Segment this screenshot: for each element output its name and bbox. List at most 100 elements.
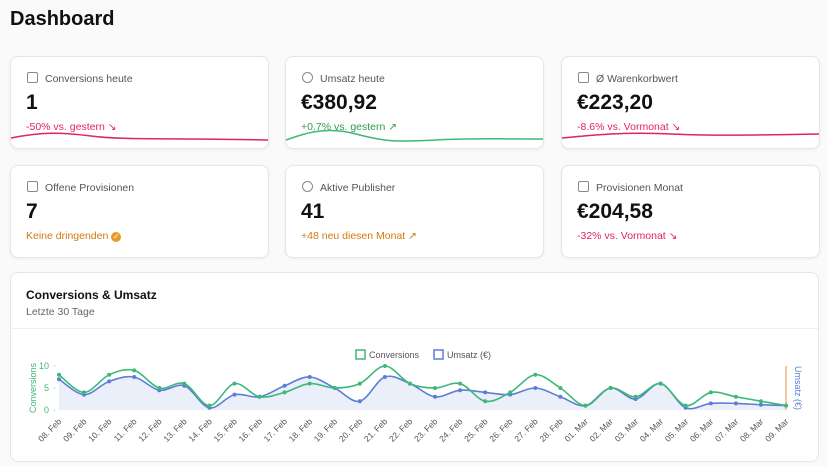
point [132,375,137,379]
chart-card: Conversions & Umsatz Letzte 30 Tage 0 5 10… [10,272,819,462]
card[interactable]: Conversions heute 1 -50% vs. gestern ↘ [10,56,269,149]
area [59,376,786,410]
card[interactable]: Aktive Publisher 41 +48 neu diesen Monat… [285,165,544,258]
card-change: -8.6% vs. Vormonat ↘ [577,121,681,133]
point [483,390,488,395]
card-value: €223,20 [577,91,653,114]
card[interactable]: Ø Warenkorbwert €223,20 -8.6% vs. Vormon… [561,56,820,149]
point [207,403,212,408]
change-text: -32% vs. Vormonat [577,230,666,242]
icon [302,181,313,192]
x-tick-label: 17. Feb [262,416,290,444]
y-axis-label: Conversions [28,362,38,413]
point [132,368,137,373]
card-label: Offene Provisionen [45,182,135,194]
point [558,386,563,390]
point [257,394,262,399]
legend-label: Umsatz (€) [447,350,491,360]
x-tick-label: 22. Feb [387,416,415,444]
icon [578,72,589,83]
legend-swatch [433,349,444,360]
x-tick-label: 18. Feb [287,416,315,444]
x-tick-label: 09. Mar [763,416,791,444]
point [307,381,312,386]
card-value: 41 [301,200,325,223]
point [107,372,112,377]
card-change: +0.7% vs. gestern ↗ [301,121,398,133]
x-tick-label: 02. Mar [587,416,615,444]
card[interactable]: Provisionen Monat €204,58 -32% vs. Vormo… [561,165,820,258]
point [57,372,61,377]
x-tick-label: 25. Feb [462,416,490,444]
point [758,399,763,404]
point [758,402,763,407]
card[interactable]: Umsatz heute €380,92 +0.7% vs. gestern ↗ [285,56,544,149]
card-change: -50% vs. gestern ↘ [26,121,117,133]
icon [302,72,313,83]
point [232,392,237,397]
point [733,401,738,406]
card-label: Ø Warenkorbwert [596,73,678,85]
point [708,401,713,406]
point [733,394,738,399]
card-label: Conversions heute [45,73,133,85]
card-value: 1 [26,91,38,114]
card-change: +48 neu diesen Monat ↗ [301,230,417,242]
x-tick-label: 05. Mar [663,416,691,444]
x-tick-label: 20. Feb [337,416,365,444]
point [382,364,387,368]
change-text: -8.6% vs. Vormonat [577,121,669,133]
point [107,379,112,384]
point [708,390,713,395]
x-tick-label: 16. Feb [237,416,265,444]
point [458,381,463,386]
point [82,390,87,395]
point [232,381,237,386]
point [57,377,61,382]
change-text: -50% vs. gestern [26,121,105,133]
point [533,386,538,390]
point [382,375,387,379]
legend-swatch [355,349,366,360]
x-tick-label: 11. Feb [112,416,139,443]
x-tick-label: 27. Feb [512,416,540,444]
legend-label: Conversions [369,350,420,360]
card[interactable]: Offene Provisionen 7 Keine dringenden ✓ [10,165,269,258]
x-tick-label: 08. Feb [36,416,64,444]
y-tick-label: 0 [44,405,49,415]
point [583,403,588,408]
card-label: Provisionen Monat [596,182,683,194]
point [784,403,788,408]
point [608,386,613,390]
y-tick-label: 5 [44,383,49,393]
x-tick-label: 24. Feb [437,416,465,444]
chart-subtitle: Letzte 30 Tage [26,306,95,318]
x-tick-label: 26. Feb [487,416,515,444]
x-tick-label: 03. Mar [613,416,641,444]
x-tick-label: 21. Feb [362,416,390,444]
card-value: 7 [26,200,38,223]
point [332,386,337,390]
point [533,372,538,377]
point [558,394,563,399]
point [282,383,287,388]
page-title: Dashboard [10,8,115,30]
y2-axis-label: Umsatz (€) [793,366,803,410]
x-tick-label: 12. Feb [136,416,164,444]
divider [11,328,818,329]
icon [27,181,38,192]
point [307,375,312,379]
x-tick-label: 19. Feb [312,416,340,444]
point [683,403,688,408]
card-change: Keine dringenden ✓ [26,230,122,242]
icon [27,72,38,83]
x-tick-label: 28. Feb [537,416,565,444]
x-tick-label: 04. Mar [638,416,666,444]
y-tick-label: 10 [39,361,49,371]
x-tick-label: 10. Feb [86,416,114,444]
point [508,390,513,395]
card-label: Umsatz heute [320,73,385,85]
point [182,381,187,386]
sparkline [562,132,819,139]
